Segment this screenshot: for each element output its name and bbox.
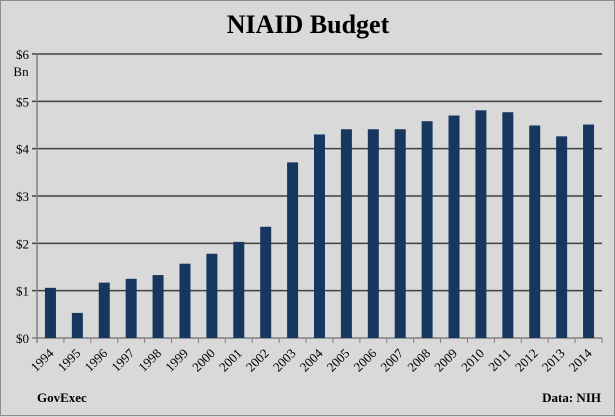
y-tick-label: $4 <box>16 142 30 157</box>
chart-title: NIAID Budget <box>227 10 390 39</box>
x-tick-label: 1998 <box>135 346 164 375</box>
bar-1994 <box>44 287 56 338</box>
bar-2003 <box>287 162 299 338</box>
bar-2012 <box>529 125 541 339</box>
bar-2011 <box>502 112 514 338</box>
x-tick-label: 2006 <box>350 345 379 374</box>
x-tick-label: 2008 <box>404 346 433 375</box>
bar-2007 <box>394 129 406 338</box>
x-tick-label: 2011 <box>485 346 514 375</box>
x-tick-label: 2000 <box>189 346 218 375</box>
bar-2004 <box>314 134 325 338</box>
bar-2002 <box>260 226 272 338</box>
bar-2008 <box>421 121 433 338</box>
x-tick-label: 1997 <box>108 345 137 374</box>
x-tick-label: 2014 <box>566 345 595 374</box>
x-tick-label: 2003 <box>270 346 299 375</box>
bar-1997 <box>125 278 137 338</box>
x-tick-label: 1995 <box>54 346 83 375</box>
y-tick-label: $0 <box>16 331 29 346</box>
bar-2009 <box>448 115 460 339</box>
y-tick-label: $5 <box>16 94 29 109</box>
x-tick-label: 2013 <box>539 346 568 375</box>
x-tick-label: 1996 <box>81 345 110 374</box>
x-tick-label: 2010 <box>458 346 487 375</box>
bar-2006 <box>367 129 379 338</box>
bar-1996 <box>98 282 110 338</box>
y-tick-label: $3 <box>16 189 29 204</box>
bar-1995 <box>71 312 83 338</box>
x-tick-label: 1999 <box>162 346 191 375</box>
bar-2014 <box>583 124 595 338</box>
bar-2000 <box>206 253 218 338</box>
x-tick-label: 2007 <box>377 345 406 374</box>
x-tick-label: 2005 <box>324 346 353 375</box>
y-tick-label: $6 <box>16 47 30 62</box>
x-tick-label: 2001 <box>216 346 245 375</box>
x-tick-label: 2004 <box>297 345 326 374</box>
x-tick-label: 2009 <box>431 346 460 375</box>
y-tick-label: $2 <box>16 236 29 251</box>
bar-2013 <box>556 136 568 338</box>
bar-1998 <box>152 275 164 338</box>
source-right: Data: NIH <box>542 390 601 405</box>
source-left: GovExec <box>37 390 87 405</box>
x-tick-label: 2002 <box>243 346 272 375</box>
bar-1999 <box>179 263 191 338</box>
y-tick-label: $1 <box>16 284 29 299</box>
y-axis-unit-label: Bn <box>13 64 29 79</box>
x-tick-label: 2012 <box>512 346 541 375</box>
x-tick-label: 1994 <box>28 345 57 374</box>
bar-2001 <box>233 241 245 338</box>
bar-2010 <box>475 110 487 339</box>
bar-2005 <box>340 129 352 338</box>
